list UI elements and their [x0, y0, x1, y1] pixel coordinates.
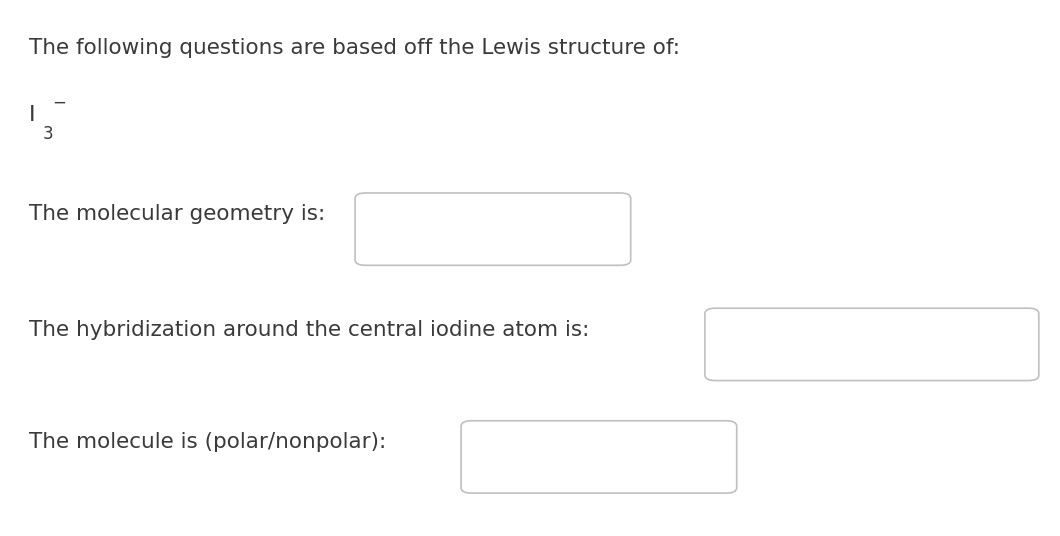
Text: The molecular geometry is:: The molecular geometry is: [29, 204, 324, 225]
FancyBboxPatch shape [705, 308, 1039, 381]
Text: The molecule is (polar/nonpolar):: The molecule is (polar/nonpolar): [29, 432, 386, 452]
Text: 3: 3 [42, 125, 53, 143]
Text: The following questions are based off the Lewis structure of:: The following questions are based off th… [29, 38, 679, 57]
Text: I: I [29, 105, 35, 124]
FancyBboxPatch shape [461, 421, 737, 493]
Text: −: − [52, 93, 66, 111]
FancyBboxPatch shape [355, 193, 631, 265]
Text: The hybridization around the central iodine atom is:: The hybridization around the central iod… [29, 319, 589, 340]
